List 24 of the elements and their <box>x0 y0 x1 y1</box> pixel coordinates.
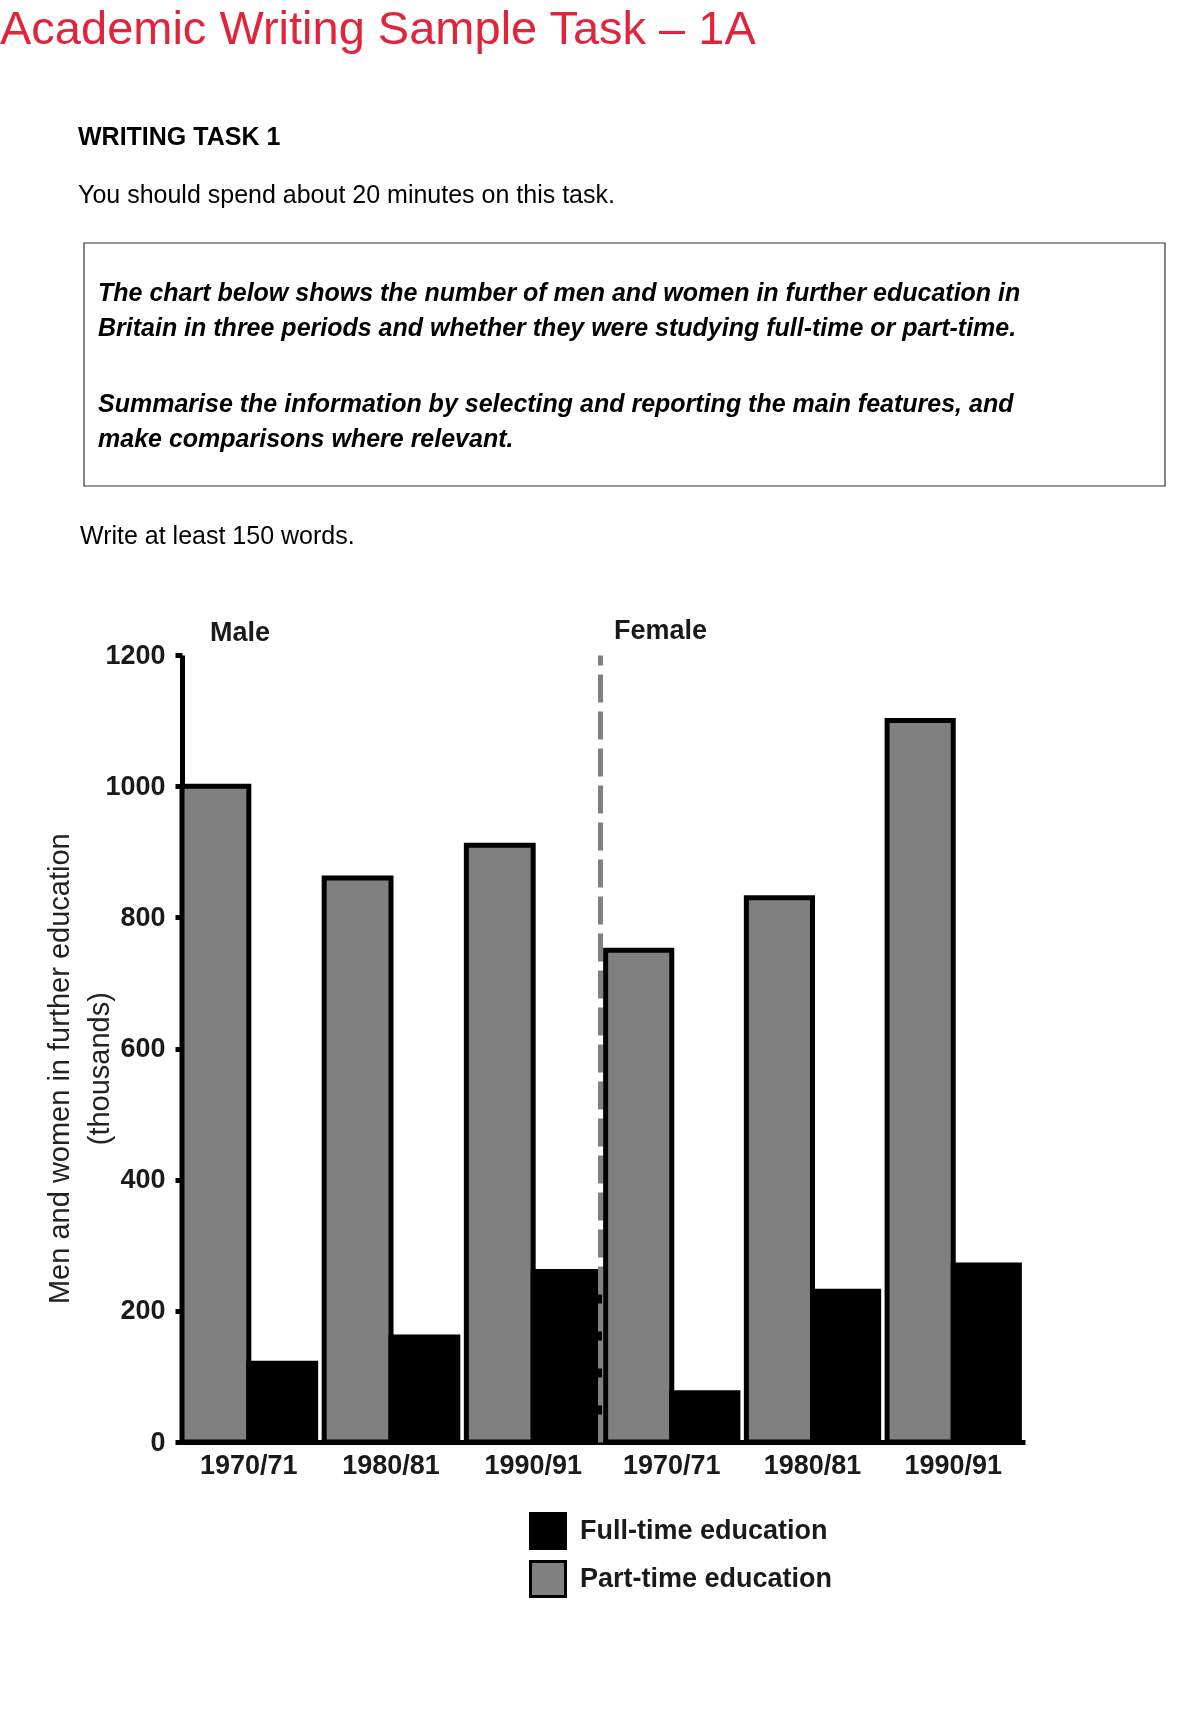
text: Write at least 150 words. <box>80 521 355 549</box>
y-tick-label: 400 <box>120 1164 166 1195</box>
legend-label: Full-time education <box>580 1515 828 1545</box>
x-tick-label: 1980/81 <box>342 1449 440 1480</box>
x-tick-label: 1980/81 <box>763 1449 862 1480</box>
text: Summarise the information by selecting and reporting the main features, and make comparisons where relevant. <box>98 389 1015 452</box>
x-tick-label: 1970/71 <box>200 1449 298 1480</box>
x-tick-label: 1990/91 <box>484 1449 582 1480</box>
text: WRITING TASK 1 <box>78 122 281 150</box>
text: The chart below shows the number of men and women in further education in Britain in three periods and whether they were studying full-time or part-time. <box>98 278 1021 341</box>
y-tick-label: 600 <box>120 1033 166 1063</box>
y-tick-label: 200 <box>120 1295 166 1326</box>
x-tick-label: 1990/91 <box>904 1449 1003 1480</box>
y-tick-label: 1000 <box>105 770 166 801</box>
y-tick-label: 1200 <box>105 639 166 670</box>
x-tick-label: 1970/71 <box>622 1449 721 1480</box>
y-tick-label: 0 <box>150 1426 166 1457</box>
y-tick-label: 800 <box>120 901 166 932</box>
legend-label: Part-time education <box>580 1563 833 1593</box>
chart-title: Female <box>614 615 708 645</box>
text: You should spend about 20 minutes on this task. <box>78 180 615 208</box>
y-axis-title: Men and women in further education (thousands) <box>42 833 115 1305</box>
text: Academic Writing Sample Task – 1A <box>0 1 757 54</box>
chart-title: Male <box>210 617 271 647</box>
